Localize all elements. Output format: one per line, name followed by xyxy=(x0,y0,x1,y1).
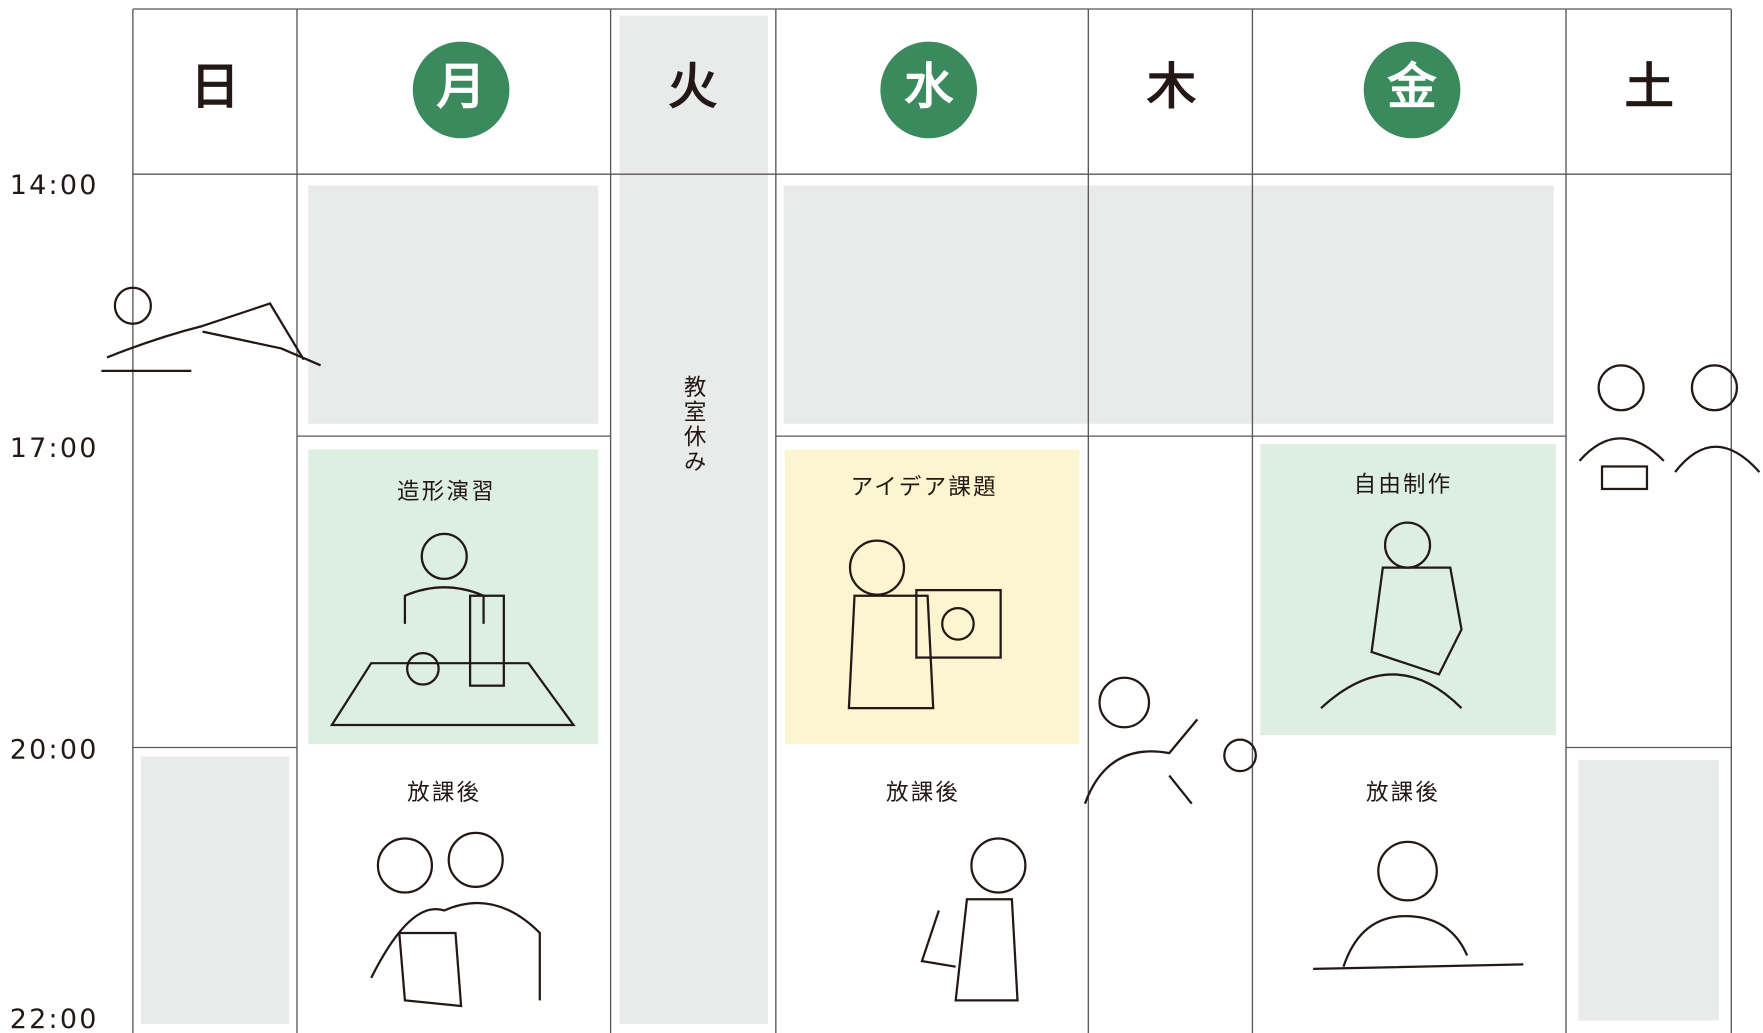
time-label: 20:00 xyxy=(10,734,99,765)
class-label: 自由制作 xyxy=(1354,472,1453,498)
after-school-label: 放課後 xyxy=(1366,780,1440,806)
day-label: 火 xyxy=(668,57,718,115)
class-label: 造形演習 xyxy=(397,479,496,505)
empty-block xyxy=(140,756,290,1025)
empty-block xyxy=(308,185,599,424)
empty-block xyxy=(783,185,1554,424)
day-highlight xyxy=(880,41,978,139)
class-label: アイデア課題 xyxy=(851,474,998,500)
time-label: 14:00 xyxy=(10,170,99,201)
illustration xyxy=(101,286,1761,1008)
closed-note: 教室休み xyxy=(680,375,706,474)
day-label: 土 xyxy=(1624,57,1673,115)
class-block xyxy=(308,449,599,745)
class-block xyxy=(1260,443,1556,736)
day-label: 月 xyxy=(436,57,485,115)
empty-block xyxy=(1578,759,1719,1021)
day-label: 水 xyxy=(904,57,954,115)
day-label: 日 xyxy=(190,57,239,115)
day-highlight xyxy=(412,41,510,139)
time-label: 17:00 xyxy=(10,433,99,464)
day-label: 木 xyxy=(1147,57,1197,115)
after-school-label: 放課後 xyxy=(407,780,481,806)
after-school-label: 放課後 xyxy=(886,780,960,806)
grid xyxy=(132,8,1732,1033)
day-highlight xyxy=(1363,41,1461,139)
day-label: 金 xyxy=(1386,57,1437,115)
closed-column xyxy=(619,15,768,1025)
time-label: 22:00 xyxy=(10,1004,99,1033)
